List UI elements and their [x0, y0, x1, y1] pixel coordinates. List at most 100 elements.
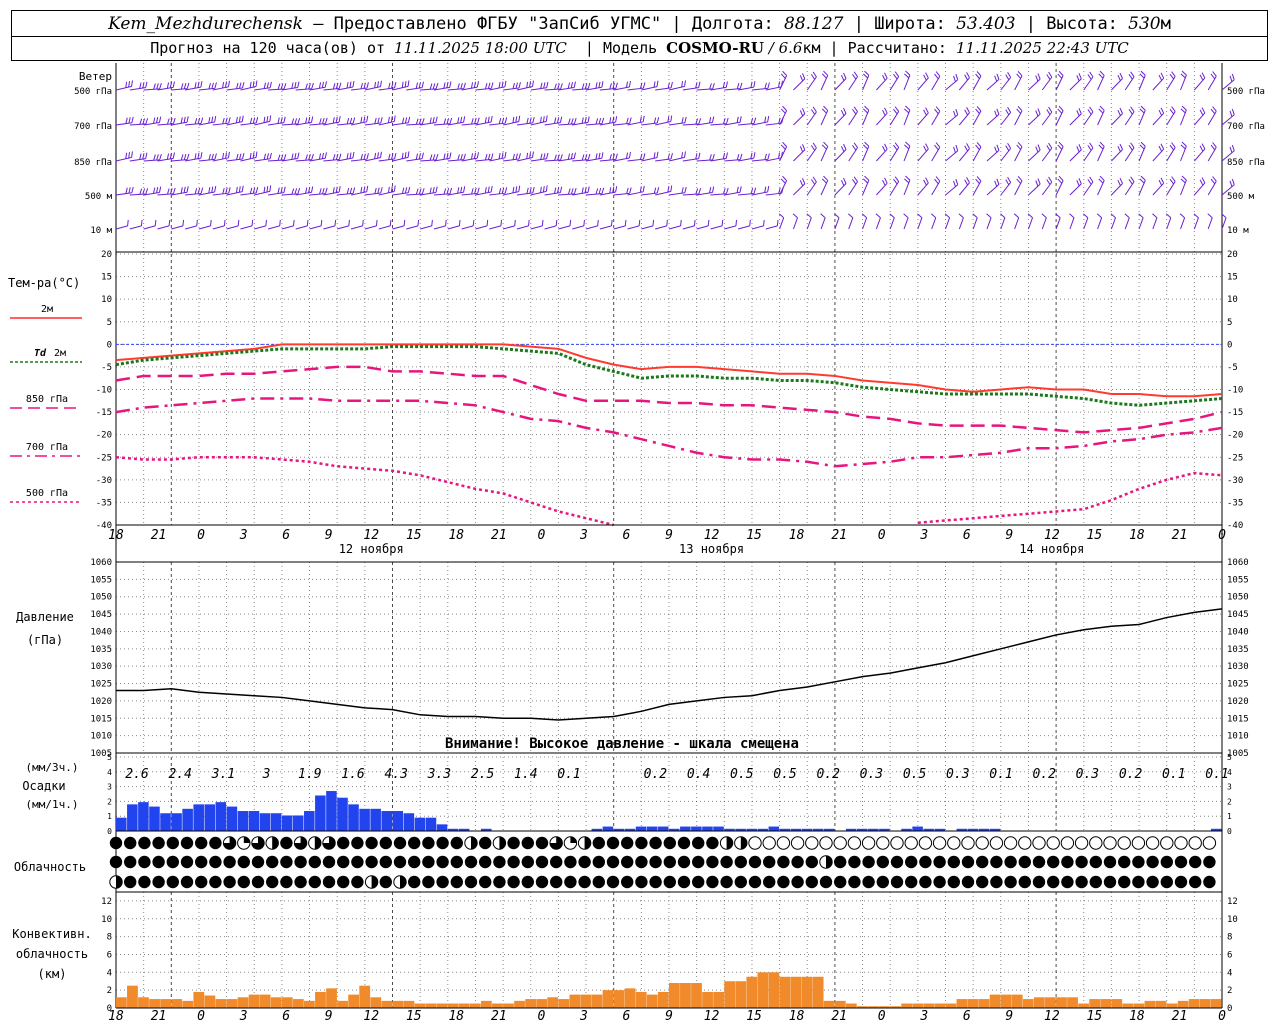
- cloud-cover-full: [109, 836, 123, 850]
- wind-barb-flag: [471, 118, 474, 125]
- wind-barb-flag: [583, 219, 585, 226]
- precip-3h-value: 0.5: [903, 767, 927, 782]
- wind-barb-flag: [457, 83, 460, 90]
- precip-bar: [657, 826, 669, 831]
- time-axis-label: 18: [108, 528, 124, 543]
- wind-barb: [1097, 110, 1105, 126]
- wind-barb: [530, 225, 543, 230]
- cloud-cover-half: [584, 836, 591, 850]
- wind-barb-flag: [305, 83, 308, 90]
- cloud-cover-full: [592, 875, 605, 889]
- wind-barb-flag: [1076, 146, 1080, 153]
- wind-barb-flag: [597, 219, 599, 226]
- wind-barb-flag: [332, 154, 336, 161]
- wind-barb-flag: [346, 153, 349, 160]
- wind-barb-flag: [595, 188, 599, 195]
- wind-barb-flag: [573, 118, 577, 125]
- wind-barb: [806, 181, 817, 196]
- wind-barb-flag: [667, 153, 670, 160]
- wind-barb-flag: [709, 116, 712, 124]
- wind-barb-flag: [407, 151, 410, 158]
- time-axis-label: 3: [579, 528, 588, 543]
- wind-barb: [171, 88, 188, 91]
- wind-barb-flag: [237, 219, 240, 226]
- wind-barb-flag: [168, 219, 171, 226]
- wind-barb: [903, 74, 911, 91]
- cloud-cover-full: [819, 875, 833, 889]
- wind-barb: [931, 110, 941, 126]
- wind-barb-flag: [269, 81, 272, 88]
- wind-barb-flag: [975, 108, 980, 114]
- cloud-cover-full: [464, 855, 478, 869]
- wind-barb-flag: [955, 108, 959, 115]
- wind-barb-flag: [840, 179, 845, 186]
- wind-barb-flag: [228, 187, 231, 194]
- wind-barb-flag: [1098, 108, 1104, 114]
- wind-barb-flag: [864, 175, 870, 181]
- wind-barb: [986, 79, 1000, 91]
- wind-barb-flag: [252, 152, 255, 159]
- wind-barb-flag: [1160, 72, 1165, 79]
- wind-barb-flag: [612, 82, 615, 89]
- wind-barb-flag: [581, 154, 585, 161]
- cloud-cover-full: [408, 836, 421, 850]
- wind-barb-flag: [642, 185, 645, 192]
- cloud-cover-circle: [1018, 836, 1032, 850]
- wind-barb: [848, 76, 858, 91]
- precip-bar: [414, 817, 426, 831]
- wind-barb-flag: [976, 176, 982, 182]
- wind-barb-flag: [338, 116, 341, 123]
- cloud-cover-full: [280, 836, 293, 850]
- wind-barb-flag: [532, 80, 534, 87]
- wind-barb-flag: [1139, 108, 1145, 114]
- conv-cloud-bar: [901, 1003, 913, 1008]
- wind-barb-flag: [735, 219, 738, 226]
- wind-barb-flag: [463, 116, 466, 123]
- conv-cloud-bar: [1133, 1003, 1145, 1008]
- wind-barb-flag: [1210, 73, 1216, 80]
- time-axis-label-bottom: 15: [1087, 1009, 1103, 1024]
- cloud-cover-full: [947, 855, 960, 869]
- wind-barb-flag: [882, 179, 886, 186]
- wind-barb-flag: [587, 82, 591, 89]
- wind-barb: [1097, 180, 1105, 196]
- cloud-cover-full: [1018, 875, 1031, 889]
- precip-3h-value: 0.2: [644, 767, 668, 782]
- wind-barb-flag: [725, 187, 729, 194]
- precip-bar: [447, 828, 459, 831]
- wind-barb-flag: [840, 74, 845, 81]
- wind-barb-flag: [764, 186, 767, 193]
- conv-cloud-bar: [657, 991, 669, 1008]
- wind-barb-flag: [266, 153, 269, 160]
- wind-barb-flag: [1048, 142, 1053, 149]
- wind-barb-flag: [200, 152, 203, 159]
- conv-title2: облачность: [16, 947, 88, 961]
- wind-barb-flag: [935, 176, 941, 182]
- wind-barb-flag: [750, 187, 754, 194]
- cloud-cover-full: [195, 855, 208, 869]
- wind-barb: [1193, 112, 1206, 126]
- wind-barb: [530, 87, 547, 91]
- conv-cloud-bar: [237, 997, 249, 1008]
- cloud-cover-full: [535, 855, 549, 869]
- temp-ytick-right: -40: [1227, 521, 1243, 531]
- wind-barb: [862, 110, 870, 126]
- wind-barb: [682, 87, 699, 91]
- wind-barb-flag: [332, 187, 335, 194]
- wind-barb: [475, 87, 492, 91]
- wind-barb: [1221, 217, 1227, 230]
- wind-barb-flag: [725, 152, 728, 159]
- precip-bar: [746, 828, 757, 831]
- wind-barb: [129, 193, 146, 196]
- wind-barb-flag: [629, 187, 632, 194]
- wind-barb: [1041, 76, 1053, 91]
- wind-barb-flag: [279, 219, 281, 226]
- wind-barb-flag: [725, 81, 728, 88]
- wind-barb-flag: [1124, 213, 1130, 219]
- wind-barb-flag: [403, 219, 406, 226]
- wind-barb-flag: [377, 117, 380, 124]
- precip-bar: [458, 828, 470, 831]
- wind-barb: [544, 192, 561, 196]
- wind-barb-flag: [1048, 71, 1053, 78]
- wind-barb-flag: [656, 80, 659, 87]
